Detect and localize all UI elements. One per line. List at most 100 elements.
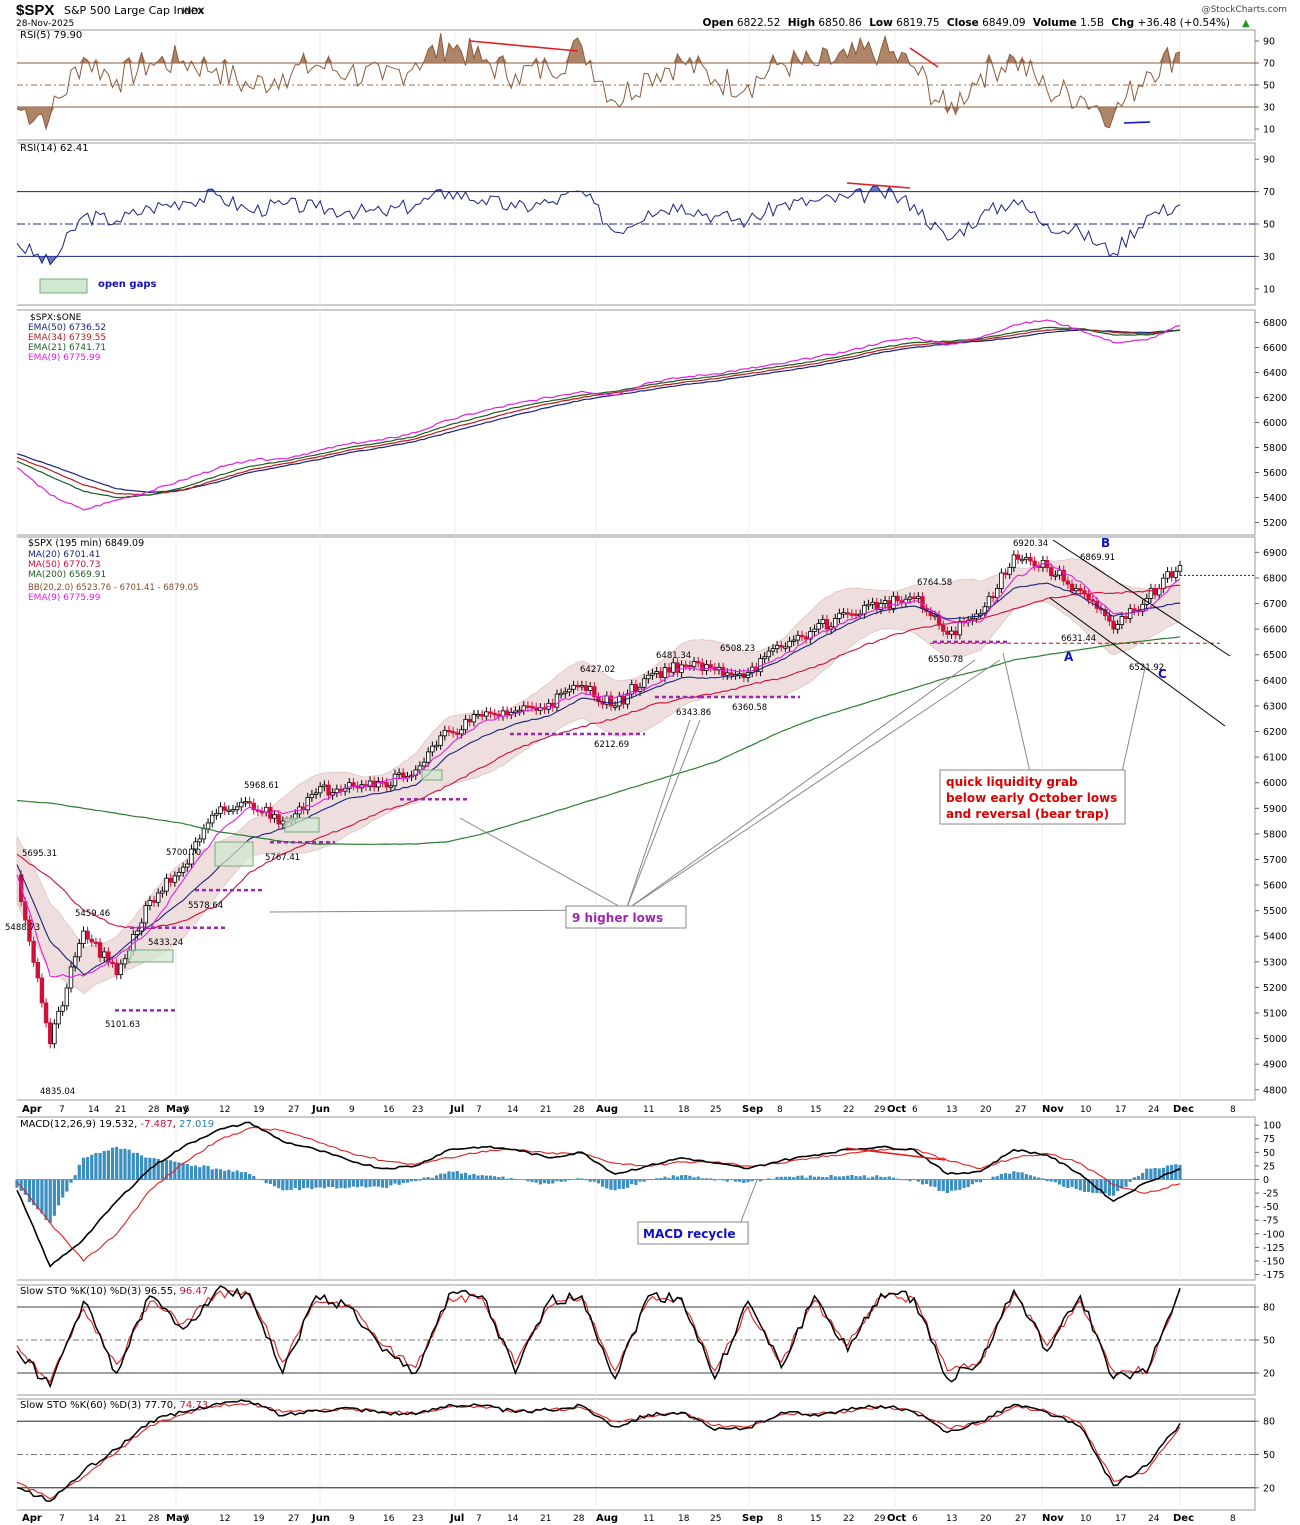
candle-body xyxy=(783,646,788,649)
macd-hist-bar xyxy=(858,1176,862,1180)
price-level-label: 5433.24 xyxy=(148,938,183,948)
ma20-line xyxy=(16,582,1181,976)
candle-body xyxy=(1177,565,1183,572)
candle-body xyxy=(1082,590,1087,595)
x-axis-label: 11 xyxy=(643,1514,654,1524)
macd-hist-bar xyxy=(214,1168,218,1180)
macd-hist-bar xyxy=(925,1179,929,1184)
candle-body xyxy=(907,596,913,600)
macd-hist-bar xyxy=(991,1176,995,1180)
candle-body xyxy=(1169,571,1174,578)
candle-body xyxy=(870,601,875,605)
x-axis-label: 8 xyxy=(777,1105,783,1115)
x-axis-label: 18 xyxy=(678,1514,690,1524)
x-axis-label: 8 xyxy=(1230,1105,1236,1115)
macd-hist-bar xyxy=(750,1179,754,1182)
candle-body xyxy=(982,606,987,615)
macd-hist-bar xyxy=(551,1179,555,1184)
candle-body xyxy=(779,644,784,648)
macd-hist-bar xyxy=(156,1159,160,1180)
macd-hist-bar xyxy=(584,1179,588,1181)
price-level-label: 6481.34 xyxy=(656,651,691,661)
macd-hist-bar xyxy=(1082,1179,1087,1192)
macd-hist-bar xyxy=(476,1175,480,1180)
rsi5-panel-tick-label: 70 xyxy=(1263,59,1275,70)
ma50-line xyxy=(16,584,1181,930)
candle-body xyxy=(218,806,223,814)
macd-hist-bar xyxy=(592,1179,596,1182)
macd-panel-frame xyxy=(16,1116,1256,1281)
macd-signal-value: 27.019 xyxy=(179,1119,214,1130)
bear-trap-box xyxy=(939,769,1126,825)
macd-hist-bar xyxy=(642,1179,646,1182)
candle-body xyxy=(1019,558,1025,562)
macd-hist-bar xyxy=(497,1177,501,1180)
x-axis-label: 22 xyxy=(843,1105,854,1115)
candle-body xyxy=(504,710,510,715)
price-level-label: 5488.73 xyxy=(5,923,40,933)
x-axis-label: 24 xyxy=(1148,1514,1160,1524)
open-label: Open xyxy=(703,17,734,29)
candle-body xyxy=(492,712,497,716)
macd-hist-bar xyxy=(754,1179,758,1181)
x-axis-label: Nov xyxy=(1042,1104,1064,1115)
price-panel-tick-label: 6500 xyxy=(1263,650,1287,661)
candle-body xyxy=(43,1002,49,1024)
macd-hist-bar xyxy=(555,1179,559,1182)
x-axis-label: 22 xyxy=(843,1514,854,1524)
candle-body xyxy=(247,801,252,804)
gap-box xyxy=(214,841,254,867)
price-level-label: 6869.91 xyxy=(1080,553,1115,563)
candle-body xyxy=(334,788,340,794)
candle-body xyxy=(459,729,464,735)
x-axis-label: 21 xyxy=(115,1105,126,1115)
macd-hist-bar xyxy=(738,1179,742,1182)
macd-hist-bar xyxy=(1074,1179,1078,1189)
candle-body xyxy=(1053,574,1058,578)
macd-hist-bar xyxy=(231,1171,235,1180)
candle-body xyxy=(1107,615,1112,622)
macd-hist-bar xyxy=(310,1179,314,1190)
candle-body xyxy=(849,613,855,616)
x-axis-label: 7 xyxy=(59,1514,65,1524)
macd-hist-bar xyxy=(692,1177,696,1180)
open-gaps-swatch xyxy=(39,278,88,294)
candle-body xyxy=(313,792,319,795)
macd-panel-tick-label: 0 xyxy=(1263,1175,1269,1186)
macd-hist-bar xyxy=(601,1179,605,1187)
candle-body xyxy=(629,684,634,695)
macd-hist-bar xyxy=(684,1174,688,1180)
price-panel-tick-label: 6000 xyxy=(1263,778,1287,789)
candle-body xyxy=(31,940,36,963)
candle-body xyxy=(646,674,651,680)
candle-body xyxy=(795,634,801,641)
x-axis-label: 27 xyxy=(1015,1105,1026,1115)
candle-body xyxy=(563,691,568,694)
candle-body xyxy=(587,686,593,691)
candle-body xyxy=(845,612,850,615)
x-axis-label: Oct xyxy=(887,1513,906,1524)
candle-body xyxy=(720,666,726,676)
candle-body xyxy=(820,619,825,624)
macd-hist-bar xyxy=(360,1179,364,1187)
x-axis-label: Jun xyxy=(311,1104,330,1115)
x-axis-label: 16 xyxy=(383,1105,395,1115)
macd-hist-bar xyxy=(243,1172,248,1180)
x-axis-label: 8 xyxy=(1230,1514,1236,1524)
macd-hist-bar xyxy=(671,1175,675,1180)
macd-hist-bar xyxy=(364,1179,368,1188)
macd-hist-bar xyxy=(779,1176,783,1180)
candle-body xyxy=(1123,616,1129,619)
macd-hist-bar xyxy=(675,1176,680,1180)
callout-pointer xyxy=(459,817,627,911)
macd-hist-bar xyxy=(115,1146,119,1180)
macd-hist-bar xyxy=(77,1164,81,1180)
rsi5-divergence-line xyxy=(1123,121,1151,124)
sto10-panel-tick-label: 50 xyxy=(1263,1336,1275,1347)
quote-line: Open 6822.52 High 6850.86 Low 6819.75 Cl… xyxy=(703,17,1230,29)
candle-body xyxy=(309,794,315,798)
macd-hist-bar xyxy=(380,1179,385,1188)
candle-body xyxy=(911,596,917,599)
macd-hist-bar xyxy=(210,1169,214,1180)
low-label: Low xyxy=(869,17,893,29)
